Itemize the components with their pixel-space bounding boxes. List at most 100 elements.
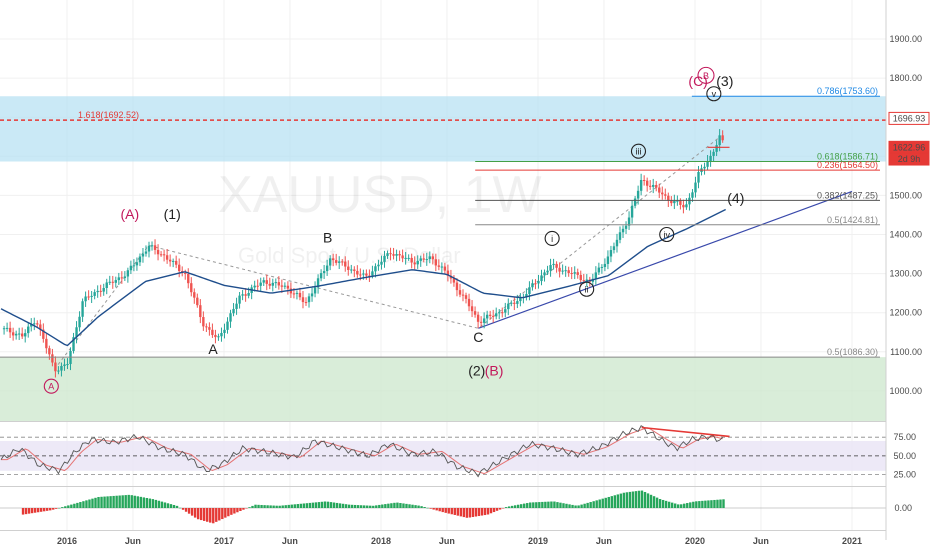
time-axis[interactable]: 2016 Jun 2017 Jun 2018 Jun 2019 Jun 2020 Jun 2021 (57, 536, 862, 546)
histogram-bar (378, 504, 381, 508)
candle-body (682, 204, 685, 208)
histogram-bar (664, 500, 668, 508)
candle-body (491, 315, 495, 317)
candle-body (301, 297, 305, 303)
rsi-tick-label: 75.00 (893, 432, 916, 442)
histogram-bar (610, 496, 613, 508)
histogram-bar (453, 508, 456, 515)
rsi-divergence-line (641, 426, 730, 438)
candle-body (371, 271, 374, 276)
histogram-bar (689, 502, 692, 508)
histogram-bar (55, 508, 58, 509)
candle-body (265, 280, 268, 284)
histogram-bar (369, 505, 372, 508)
histogram-bar (254, 504, 257, 508)
histogram-bar (199, 508, 203, 521)
candle-body (413, 262, 416, 265)
histogram-bar (33, 508, 37, 513)
candle-body (392, 254, 395, 256)
histogram-bar (91, 498, 94, 508)
histogram-bar (314, 502, 318, 508)
candle-body (694, 182, 697, 193)
fibonacci-levels: 0.786(1753.60) 1.618(1692.52) 0.618(1586.7… (0, 86, 886, 358)
wave-circle-label: i (551, 234, 553, 244)
histogram-bar (290, 504, 293, 508)
histogram-bar (550, 501, 553, 508)
candle-body (386, 253, 389, 256)
histogram-bar (42, 508, 46, 512)
candle-body (498, 312, 501, 314)
candle-body (93, 292, 96, 296)
histogram-bar (296, 504, 299, 508)
candle-body (54, 362, 57, 372)
candle-body (431, 256, 435, 260)
histogram-bar (498, 508, 502, 510)
wave-circle-label: v (712, 89, 717, 99)
histogram-bar (661, 499, 665, 508)
histogram-bar (344, 504, 348, 508)
fib-level-label: 0.382(1487.25) (817, 190, 878, 200)
candle-body (241, 294, 244, 296)
histogram-bar (372, 505, 375, 508)
histogram-bar (248, 507, 251, 508)
wave-circle (659, 226, 675, 243)
candle-body (138, 256, 142, 263)
histogram-bar (526, 503, 529, 508)
histogram-bar (166, 503, 170, 508)
histogram-bar (136, 496, 139, 508)
trendline-support (478, 190, 853, 329)
candle-body (540, 275, 543, 282)
histogram-bar (643, 491, 647, 508)
histogram-bar (49, 508, 52, 511)
histogram-bar (172, 504, 176, 508)
candle-body (247, 293, 250, 296)
candle-body (715, 145, 718, 152)
wave-circle-label: A (48, 382, 54, 392)
histogram-bar (257, 504, 260, 508)
candle-body (673, 200, 676, 204)
histogram-bar (269, 505, 272, 508)
candle-body (78, 316, 81, 328)
histogram-bar (426, 507, 429, 509)
histogram-bar (236, 508, 239, 513)
candle-body (627, 217, 631, 226)
candle-body (621, 228, 625, 233)
candle-body (174, 260, 178, 265)
candle-body (606, 256, 610, 264)
histogram-bar (438, 508, 441, 512)
histogram-bar (67, 505, 70, 508)
histogram-bar (450, 508, 453, 515)
histogram-bar (266, 505, 269, 508)
rsi-tick-label: 25.00 (893, 470, 916, 480)
candle-body (286, 285, 290, 289)
time-tick-label: 2017 (214, 536, 234, 546)
histogram-bar (302, 503, 306, 508)
histogram-bar (347, 504, 351, 508)
histogram-bar (622, 492, 626, 508)
histogram-bar (375, 505, 378, 508)
candle-body (467, 298, 471, 307)
price-tag-label: 1622.96 (893, 142, 926, 152)
candle-body (187, 274, 190, 284)
histogram-bar (544, 501, 547, 508)
rsi-tick-label: 50.00 (893, 451, 916, 461)
candle-body (416, 260, 419, 265)
histogram-bar (568, 504, 571, 508)
price-tick-label: 1500.00 (889, 190, 922, 200)
candle-body (721, 135, 724, 141)
histogram-bar (435, 508, 438, 511)
histogram-bar (710, 500, 713, 508)
time-tick-label: Jun (125, 536, 141, 546)
histogram-bar (227, 508, 230, 517)
candle-body (576, 272, 579, 275)
candle-body (585, 279, 588, 281)
wave-circle (43, 378, 59, 394)
histogram-bar (281, 505, 284, 508)
candle-body (543, 272, 546, 276)
candle-body (111, 281, 114, 283)
price-axis[interactable]: 1900.001800.001700.001600.001500.001400.… (889, 34, 922, 513)
histogram-bar (640, 490, 644, 508)
candle-body (661, 192, 664, 195)
